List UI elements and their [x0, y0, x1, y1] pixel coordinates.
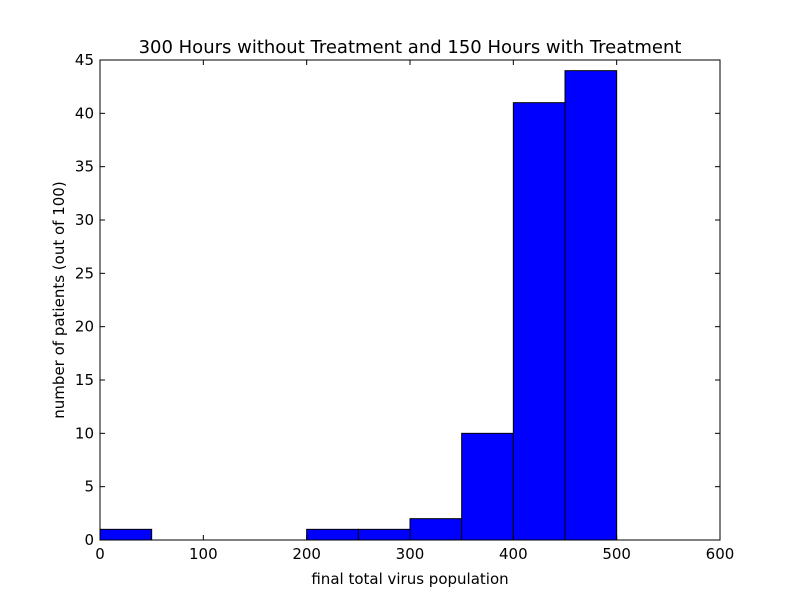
y-tick-label: 5	[84, 478, 94, 496]
y-tick-label: 15	[75, 371, 94, 389]
bars-layer	[99, 70, 618, 541]
y-tick-label: 45	[75, 51, 94, 69]
histogram-bar	[306, 528, 359, 541]
ticks-layer: 0 100 200 300 400 500 600 0 5 10 15 20 25 30 35 40 45	[75, 51, 734, 563]
y-tick-label: 20	[75, 318, 94, 336]
histogram-bar	[357, 528, 411, 541]
plot-frame	[99, 59, 721, 541]
chart-title: 300 Hours without Treatment and 150 Hour…	[139, 37, 682, 58]
x-tick-label: 600	[706, 545, 735, 563]
x-tick-label: 0	[95, 545, 105, 563]
y-tick-label: 30	[75, 211, 94, 229]
y-tick-label: 40	[75, 104, 94, 122]
histogram-bar	[409, 518, 463, 541]
x-tick-label: 100	[189, 545, 218, 563]
y-tick-label: 25	[75, 264, 94, 282]
x-tick-label: 300	[396, 545, 425, 563]
x-tick-label: 400	[499, 545, 528, 563]
y-axis-label: number of patients (out of 100)	[50, 181, 68, 418]
y-tick-label: 35	[75, 158, 94, 176]
x-tick-label: 500	[602, 545, 631, 563]
histogram-bar	[99, 528, 153, 541]
y-tick-label: 10	[75, 424, 94, 442]
histogram-bar	[461, 432, 514, 541]
histogram-bar	[512, 102, 566, 541]
x-axis-label: final total virus population	[311, 570, 508, 588]
histogram-bar	[564, 70, 618, 541]
x-tick-label: 200	[292, 545, 321, 563]
y-tick-label: 0	[84, 531, 94, 549]
